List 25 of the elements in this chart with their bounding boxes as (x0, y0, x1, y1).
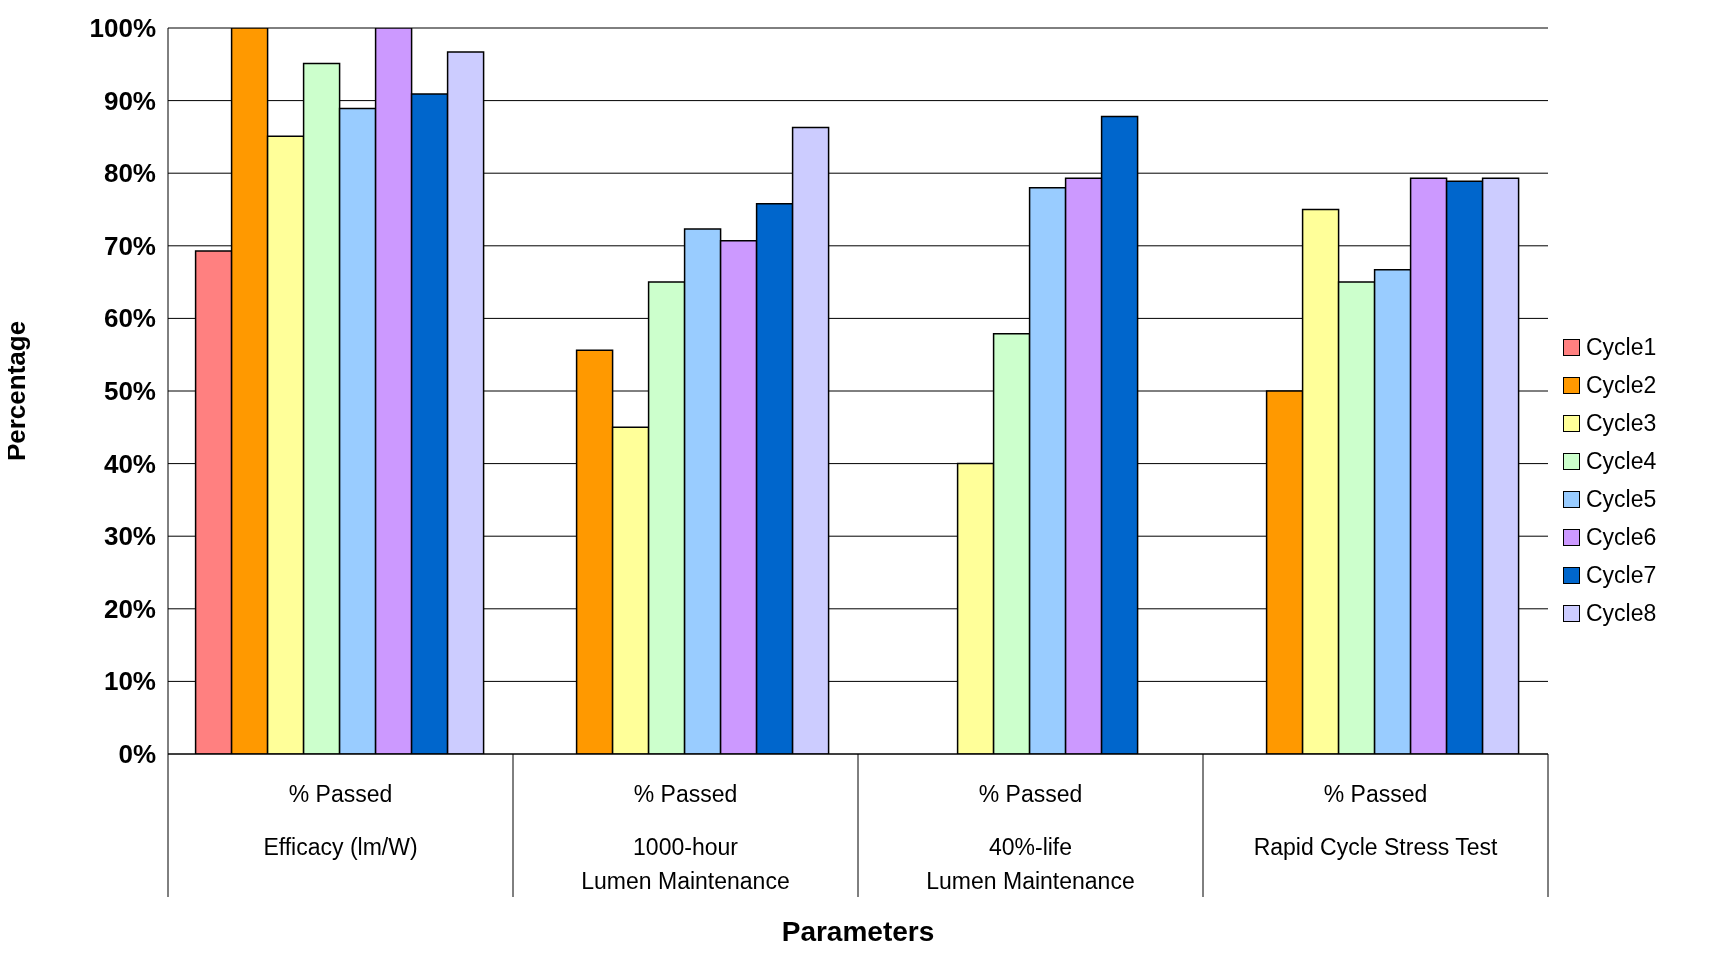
y-tick-label: 40% (103, 448, 156, 479)
y-tick-label: 20% (103, 593, 156, 624)
legend-label: Cycle8 (1586, 600, 1657, 627)
y-tick-label: 70% (103, 230, 156, 261)
legend-label: Cycle5 (1586, 486, 1657, 513)
legend-label: Cycle7 (1586, 562, 1657, 589)
y-tick-label: 10% (103, 666, 156, 697)
y-tick-label: 80% (103, 158, 156, 189)
y-tick-label: 100% (89, 13, 156, 43)
legend-label: Cycle2 (1586, 372, 1657, 399)
y-tick-label: 50% (103, 376, 156, 406)
x-tick-label: % Passed Rapid Cycle Stress Test (1253, 781, 1498, 860)
x-tick-label: % Passed Efficacy (lm/W) (263, 781, 418, 860)
y-axis-title: Percentage (1, 320, 32, 462)
y-tick-label: 60% (103, 303, 156, 334)
y-tick-label: 0% (118, 739, 156, 769)
x-tick-label: % Passed 40%-life Lumen Maintenance (926, 781, 1135, 894)
y-tick-label: 30% (103, 521, 156, 552)
x-axis-title: Parameters (781, 916, 935, 947)
x-tick-label: % Passed 1000-hour Lumen Maintenance (581, 781, 790, 894)
y-tick-label: 90% (103, 85, 156, 116)
legend-label: Cycle6 (1586, 524, 1657, 551)
legend-label: Cycle3 (1586, 410, 1657, 437)
legend-label: Cycle1 (1586, 334, 1657, 361)
legend-label: Cycle4 (1586, 448, 1657, 475)
